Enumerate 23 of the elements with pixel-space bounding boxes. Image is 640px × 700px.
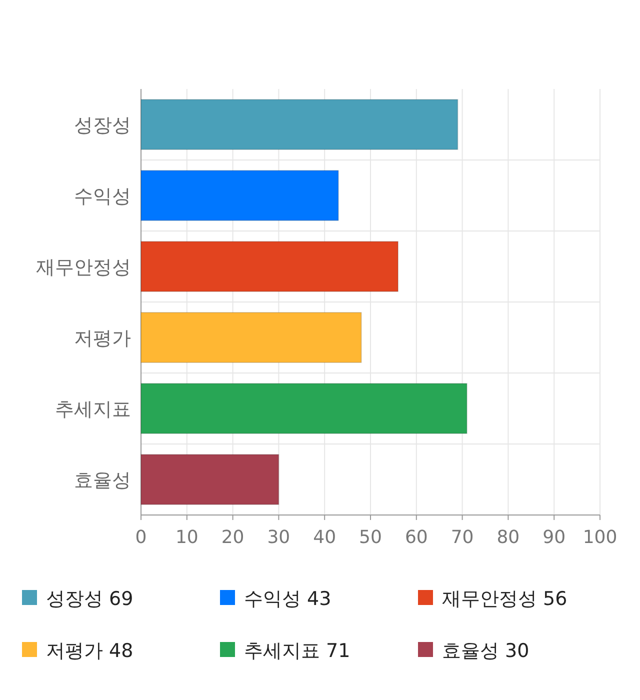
x-tick-label: 100 (582, 527, 618, 548)
y-tick-label: 성장성 (74, 114, 131, 136)
y-tick-label: 추세지표 (55, 398, 131, 420)
legend-label: 효율성 30 (442, 640, 530, 662)
x-tick-label: 20 (221, 527, 244, 548)
x-tick-label: 90 (542, 527, 566, 548)
y-tick-label: 효율성 (74, 470, 131, 492)
x-tick-label: 10 (175, 527, 198, 548)
y-tick-label: 수익성 (74, 186, 131, 208)
x-tick-label: 30 (267, 527, 290, 548)
legend-label: 추세지표 71 (244, 640, 350, 662)
y-tick-label: 저평가 (74, 328, 131, 350)
legend-label: 성장성 69 (46, 588, 134, 610)
legend-label: 재무안정성 56 (442, 588, 568, 610)
x-tick-label: 0 (135, 527, 147, 548)
x-tick-label: 70 (450, 527, 474, 548)
x-tick-label: 50 (359, 527, 382, 548)
legend-label: 저평가 48 (46, 640, 134, 662)
y-tick-label: 재무안정성 (36, 256, 131, 278)
x-tick-label: 60 (404, 527, 428, 548)
x-tick-label: 80 (496, 527, 520, 548)
legend-label: 수익성 43 (244, 588, 332, 610)
x-tick-label: 40 (313, 527, 336, 548)
